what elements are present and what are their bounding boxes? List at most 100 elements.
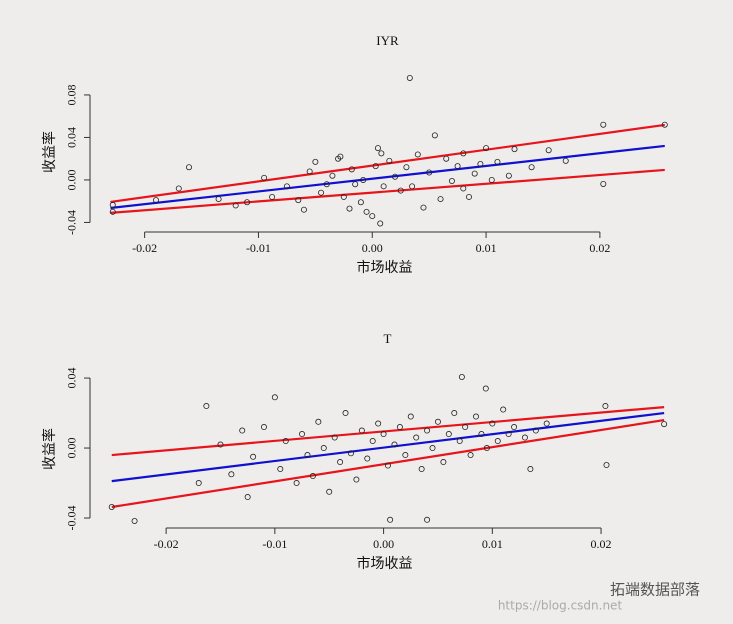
point xyxy=(543,420,550,427)
point xyxy=(331,434,338,441)
point xyxy=(357,199,364,206)
fit-line xyxy=(111,418,665,509)
point xyxy=(391,441,398,448)
fit-line xyxy=(110,144,665,210)
chart-title: T xyxy=(384,331,392,346)
x-tick-label: 0.01 xyxy=(476,241,497,255)
point xyxy=(431,132,438,139)
point xyxy=(369,213,376,220)
point xyxy=(489,420,496,427)
point xyxy=(250,453,257,460)
point xyxy=(175,185,182,192)
point xyxy=(109,208,116,215)
point xyxy=(562,157,569,164)
x-tick-label: -0.02 xyxy=(132,241,157,255)
point xyxy=(295,197,302,204)
x-tick-label: -0.02 xyxy=(154,537,179,551)
point xyxy=(403,164,410,171)
point xyxy=(448,178,455,185)
point xyxy=(228,471,235,478)
point xyxy=(477,161,484,168)
point xyxy=(456,438,463,445)
point xyxy=(384,462,391,469)
point xyxy=(443,155,450,162)
point xyxy=(467,452,474,459)
point xyxy=(545,147,552,154)
point xyxy=(320,445,327,452)
point xyxy=(337,153,344,160)
x-tick-label: 0.02 xyxy=(591,537,612,551)
y-tick-label: 0.00 xyxy=(65,438,79,459)
point xyxy=(413,434,420,441)
point xyxy=(600,180,607,187)
watermark-brand: 拓端数据部落 xyxy=(610,581,700,599)
point xyxy=(402,452,409,459)
point xyxy=(527,466,534,473)
y-tick-label: -0.04 xyxy=(65,210,79,235)
x-tick-label: 0.00 xyxy=(362,241,383,255)
point xyxy=(326,488,333,495)
point xyxy=(153,197,160,204)
point xyxy=(420,204,427,211)
x-tick-label: -0.01 xyxy=(246,241,271,255)
point xyxy=(232,202,239,209)
point xyxy=(429,445,436,452)
point xyxy=(269,193,276,200)
x-tick-label: -0.01 xyxy=(262,537,287,551)
point xyxy=(131,518,138,525)
y-tick-label: 0.00 xyxy=(65,169,79,190)
point xyxy=(505,431,512,438)
point xyxy=(215,196,222,203)
point xyxy=(353,476,360,483)
point xyxy=(329,172,336,179)
y-tick-label: 0.04 xyxy=(65,127,79,148)
fit-line xyxy=(110,168,665,214)
point xyxy=(424,516,431,523)
point xyxy=(315,418,322,425)
point xyxy=(293,480,300,487)
point xyxy=(437,196,444,203)
x-axis-label: 市场收益 xyxy=(357,555,413,572)
point xyxy=(358,427,365,434)
point xyxy=(347,450,354,457)
point xyxy=(306,168,313,175)
point xyxy=(440,459,447,466)
point xyxy=(488,176,495,183)
point xyxy=(483,145,490,152)
x-axis-label: 市场收益 xyxy=(357,259,413,276)
point xyxy=(460,185,467,192)
point xyxy=(318,189,325,196)
point xyxy=(374,145,381,152)
point xyxy=(600,121,607,128)
point xyxy=(304,452,311,459)
point xyxy=(494,438,501,445)
y-tick-label: 0.08 xyxy=(65,84,79,105)
point xyxy=(414,151,421,158)
point xyxy=(352,181,359,188)
fit-line xyxy=(110,123,665,204)
point xyxy=(282,438,289,445)
point xyxy=(380,431,387,438)
point xyxy=(380,183,387,190)
point xyxy=(483,445,490,452)
point xyxy=(602,403,609,410)
point xyxy=(203,403,210,410)
point xyxy=(661,121,668,128)
point xyxy=(460,150,467,157)
point xyxy=(244,199,251,206)
point xyxy=(407,413,414,420)
point xyxy=(458,373,465,380)
fit-line xyxy=(111,411,665,483)
point xyxy=(346,205,353,212)
point xyxy=(424,427,431,434)
point xyxy=(300,206,307,213)
point xyxy=(426,169,433,176)
point xyxy=(465,193,472,200)
point xyxy=(109,201,116,208)
point xyxy=(239,427,246,434)
point xyxy=(511,424,518,431)
point xyxy=(406,74,413,81)
point xyxy=(261,174,268,181)
point xyxy=(299,431,306,438)
